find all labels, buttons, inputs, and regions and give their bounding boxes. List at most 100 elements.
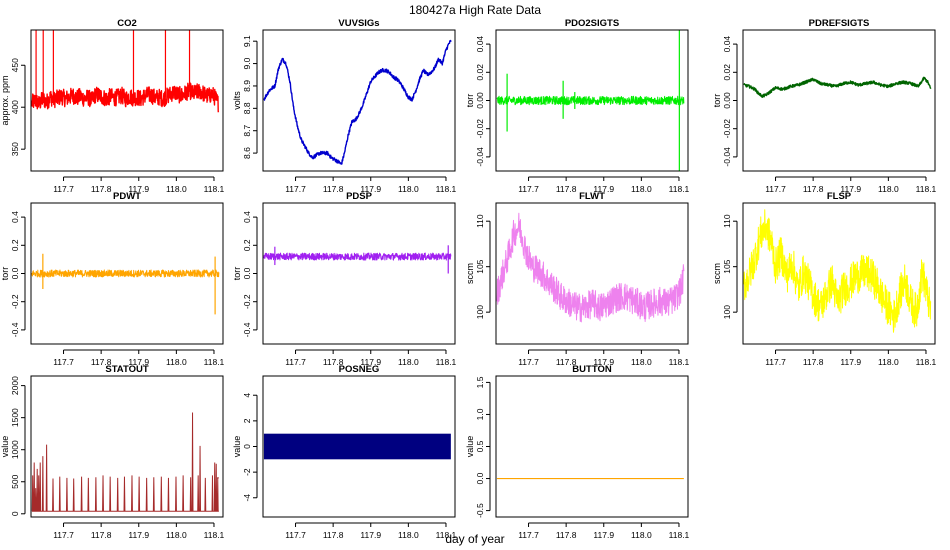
x-tick-label-pdwt-2: 117.9 (128, 357, 149, 367)
y-tick-label-flwt-2: 110 (475, 214, 485, 228)
ylabel-statout: value (0, 436, 10, 458)
plot-area-flsp (743, 209, 932, 333)
ylabel-pdsp: torr (232, 267, 242, 281)
y-tick-label-statout-0: 0 (10, 511, 20, 516)
x-tick-label-pdwt-1: 117.8 (91, 357, 112, 367)
frame-flsp (742, 202, 936, 345)
plot-area-flwt (496, 212, 685, 323)
x-tick-label-flwt-2: 117.9 (593, 357, 614, 367)
plot-area-co2 (31, 30, 220, 113)
frame-pdo2sigts (495, 29, 689, 172)
ylabel-button: value (465, 436, 475, 458)
x-tick-label-co2-0: 117.7 (53, 184, 74, 194)
title-pdo2sigts: PDO2SIGTS (565, 18, 619, 29)
y-tick-label-vuvsigs-2: 8.8 (242, 102, 252, 114)
x-tick-label-pdrefsigts-1: 117.8 (803, 184, 824, 194)
y-tick-label-posneg-0: -4 (242, 494, 252, 502)
y-tick-label-vuvsigs-1: 8.7 (242, 125, 252, 137)
x-tick-label-co2-3: 118.0 (166, 184, 187, 194)
x-tick-label-flsp-4: 118.1 (916, 357, 937, 367)
y-tick-label-button-2: 0.5 (475, 440, 485, 452)
panel-vuvsigs: VUVSIGs 117.7 117.8 117.9 118.0 118.1 8.6 8.7 8.… (232, 18, 457, 194)
ylabel-pdrefsigts: torr (712, 94, 722, 108)
frame-statout (30, 375, 224, 518)
x-tick-label-button-0: 117.7 (518, 530, 539, 540)
x-tick-label-statout-4: 118.1 (204, 530, 225, 540)
y-tick-label-pdwt-2: 0.0 (10, 267, 20, 279)
x-tick-label-flsp-3: 118.0 (878, 357, 899, 367)
ylabel-flsp: sccm (712, 263, 722, 284)
title-flsp: FLSP (827, 191, 852, 202)
x-tick-label-pdo2sigts-4: 118.1 (669, 184, 690, 194)
plot-area-statout (31, 412, 219, 512)
x-tick-label-flsp-1: 117.8 (803, 357, 824, 367)
y-tick-label-pdsp-0: -0.4 (242, 322, 252, 337)
frame-vuvsigs (262, 29, 456, 172)
y-tick-label-pdrefsigts-3: 0.02 (722, 64, 732, 81)
y-tick-label-statout-3: 1500 (10, 408, 20, 427)
x-tick-label-statout-2: 117.9 (128, 530, 149, 540)
x-tick-label-flwt-0: 117.7 (518, 357, 539, 367)
title-pdsp: PDSP (346, 191, 373, 202)
y-tick-label-pdo2sigts-0: -0.04 (475, 147, 485, 167)
ylabel-vuvsigs: volts (232, 91, 242, 110)
x-tick-label-flwt-1: 117.8 (556, 357, 577, 367)
y-tick-label-button-1: 0.0 (475, 472, 485, 484)
x-tick-label-co2-1: 117.8 (91, 184, 112, 194)
x-tick-label-button-1: 117.8 (556, 530, 577, 540)
plot-area-pdwt (31, 253, 220, 315)
y-tick-label-flwt-1: 105 (475, 259, 485, 273)
x-tick-label-flsp-2: 117.9 (840, 357, 861, 367)
title-statout: STATOUT (105, 364, 148, 375)
x-tick-label-statout-0: 117.7 (53, 530, 74, 540)
y-tick-label-pdsp-3: 0.2 (242, 239, 252, 251)
ylabel-flwt: sccm (465, 263, 475, 284)
x-tick-label-posneg-1: 117.8 (323, 530, 344, 540)
y-tick-label-posneg-4: 4 (242, 393, 252, 398)
y-tick-label-co2-1: 400 (10, 100, 20, 114)
x-tick-label-vuvsigs-1: 117.8 (323, 184, 344, 194)
panel-flwt: FLWT 117.7 117.8 117.9 118.0 118.1 100 105 110 sc… (465, 191, 690, 367)
series-band-posneg (263, 433, 451, 460)
frame-pdrefsigts (742, 29, 936, 172)
plot-area-pdo2sigts (496, 30, 685, 171)
x-tick-label-statout-1: 117.8 (91, 530, 112, 540)
series-line-pdo2sigts (496, 95, 685, 106)
plot-area-vuvsigs (263, 39, 452, 165)
y-tick-label-co2-0: 350 (10, 142, 20, 156)
x-tick-label-vuvsigs-0: 117.7 (285, 184, 306, 194)
series-line-statout (31, 412, 219, 512)
ylabel-posneg: value (232, 436, 242, 458)
y-tick-label-posneg-1: -2 (242, 468, 252, 476)
title-pdrefsigts: PDREFSIGTS (809, 18, 870, 29)
y-tick-label-vuvsigs-3: 8.9 (242, 80, 252, 92)
plot-area-posneg (263, 433, 451, 460)
y-tick-label-pdsp-1: -0.2 (242, 294, 252, 309)
x-tick-label-pdwt-3: 118.0 (166, 357, 187, 367)
x-tick-label-button-3: 118.0 (631, 530, 652, 540)
x-tick-label-flwt-4: 118.1 (669, 357, 690, 367)
x-tick-label-button-4: 118.1 (669, 530, 690, 540)
figure-suptitle: 180427a High Rate Data (409, 3, 541, 17)
y-tick-label-pdrefsigts-2: 0.00 (722, 92, 732, 109)
plot-area-pdrefsigts (743, 76, 932, 99)
series-line-flwt (496, 212, 685, 323)
y-tick-label-statout-4: 2000 (10, 376, 20, 395)
y-tick-label-flwt-0: 100 (475, 305, 485, 319)
y-tick-label-flsp-1: 105 (722, 259, 732, 273)
x-tick-label-vuvsigs-3: 118.0 (398, 184, 419, 194)
y-tick-label-pdo2sigts-2: 0.00 (475, 92, 485, 109)
frame-pdsp (262, 202, 456, 345)
x-tick-label-co2-2: 117.9 (128, 184, 149, 194)
y-tick-label-pdrefsigts-4: 0.04 (722, 36, 732, 53)
panel-pdrefsigts: PDREFSIGTS 117.7 117.8 117.9 118.0 118.1 -0.04… (712, 18, 937, 194)
x-tick-label-pdrefsigts-4: 118.1 (916, 184, 937, 194)
series-line-pdwt (31, 269, 220, 278)
ylabel-pdo2sigts: torr (465, 94, 475, 108)
panel-posneg: POSNEG 117.7 117.8 117.9 118.0 118.1 -4 -2 0 2 4 va… (232, 364, 457, 540)
y-tick-label-button-3: 1.0 (475, 408, 485, 420)
panel-pdo2sigts: PDO2SIGTS 117.7 117.8 117.9 118.0 118.1 -0.04 -… (465, 18, 690, 194)
panel-button: BUTTON 117.7 117.8 117.9 118.0 118.1 -0.5 0.0 0.… (465, 364, 690, 540)
